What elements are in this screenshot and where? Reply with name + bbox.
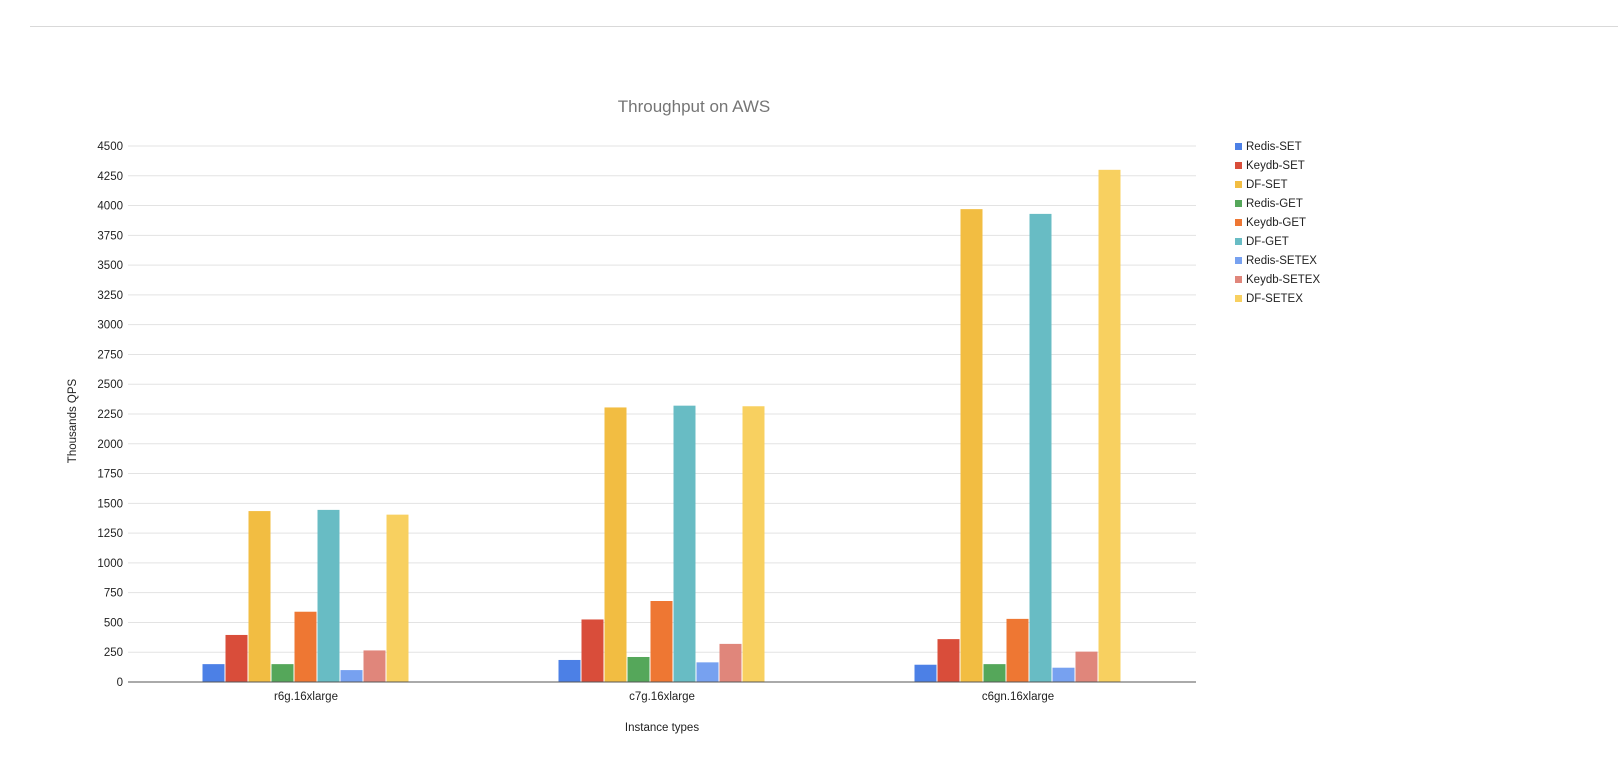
bar — [627, 656, 650, 682]
bar — [317, 509, 340, 682]
bar — [1075, 651, 1098, 682]
legend-swatch — [1235, 219, 1242, 226]
legend-item: Redis-SET — [1235, 141, 1302, 153]
bar — [673, 405, 696, 682]
legend-swatch — [1235, 162, 1242, 169]
y-tick-label: 3500 — [97, 260, 123, 272]
bar — [914, 664, 937, 682]
legend-swatch — [1235, 238, 1242, 245]
legend-swatch — [1235, 295, 1242, 302]
bar — [937, 639, 960, 682]
legend-swatch — [1235, 276, 1242, 283]
legend-item: DF-SET — [1235, 179, 1288, 191]
legend-item: Redis-SETEX — [1235, 255, 1317, 267]
bar — [1006, 618, 1029, 682]
bar — [604, 407, 627, 682]
bar — [248, 511, 271, 682]
y-axis-title: Thousands QPS — [67, 378, 79, 463]
y-tick-label: 1250 — [97, 528, 123, 540]
legend: Redis-SET Keydb-SET DF-SET Redis-GET Keydb-G… — [1235, 141, 1320, 305]
legend-label: Keydb-GET — [1246, 217, 1306, 229]
legend-swatch — [1235, 181, 1242, 188]
bar — [983, 664, 1006, 682]
y-tick-label: 500 — [104, 617, 123, 629]
legend-item: Keydb-GET — [1235, 217, 1306, 229]
page-divider — [30, 26, 1618, 27]
bar-group — [202, 509, 409, 682]
bar — [719, 643, 742, 682]
y-tick-label: 250 — [104, 647, 123, 659]
legend-label: DF-GET — [1246, 236, 1289, 248]
y-tick-label: 3750 — [97, 230, 123, 242]
y-tick-label: 4250 — [97, 171, 123, 183]
y-tick-label: 2000 — [97, 439, 123, 451]
bar — [202, 664, 225, 682]
x-category-label: r6g.16xlarge — [274, 691, 338, 703]
y-tick-label: 2500 — [97, 379, 123, 391]
bar — [558, 659, 581, 682]
bar-groups — [202, 169, 1121, 683]
legend-label: Redis-SET — [1246, 141, 1302, 153]
legend-label: Keydb-SETEX — [1246, 274, 1320, 286]
y-tick-label: 3250 — [97, 290, 123, 302]
bar — [1098, 169, 1121, 683]
bar — [650, 601, 673, 682]
x-axis-categories: r6g.16xlarge c7g.16xlarge c6gn.16xlarge — [274, 691, 1054, 703]
bar — [294, 611, 317, 682]
legend-label: Redis-SETEX — [1246, 255, 1317, 267]
bar — [271, 664, 294, 682]
legend-item: Keydb-SETEX — [1235, 274, 1320, 286]
y-tick-label: 1000 — [97, 558, 123, 570]
legend-item: DF-SETEX — [1235, 293, 1303, 305]
bar — [581, 619, 604, 682]
chart-title: Throughput on AWS — [618, 97, 770, 116]
bar-group — [558, 405, 765, 682]
legend-item: Keydb-SET — [1235, 160, 1305, 172]
bar — [960, 209, 983, 682]
legend-swatch — [1235, 200, 1242, 207]
y-tick-label: 4500 — [97, 141, 123, 153]
y-tick-label: 0 — [117, 677, 123, 689]
y-tick-label: 750 — [104, 588, 123, 600]
bar — [363, 650, 386, 682]
bar — [1052, 667, 1075, 682]
x-category-label: c7g.16xlarge — [629, 691, 695, 703]
legend-label: Redis-GET — [1246, 198, 1303, 210]
x-category-label: c6gn.16xlarge — [982, 691, 1054, 703]
bar — [386, 514, 409, 682]
bar — [696, 662, 719, 682]
y-tick-label: 2250 — [97, 409, 123, 421]
bar — [340, 670, 363, 682]
y-tick-label: 3000 — [97, 320, 123, 332]
legend-swatch — [1235, 257, 1242, 264]
gridlines — [128, 145, 1196, 653]
bar-group — [914, 169, 1121, 683]
x-axis-title: Instance types — [625, 722, 699, 734]
y-tick-label: 2750 — [97, 349, 123, 361]
y-tick-label: 4000 — [97, 201, 123, 213]
bar — [742, 406, 765, 682]
y-axis-ticks: 0 250 500 750 1000 1250 1500 1750 2000 2250 2500 27… — [97, 141, 123, 689]
legend-swatch — [1235, 143, 1242, 150]
legend-item: Redis-GET — [1235, 198, 1303, 210]
legend-label: Keydb-SET — [1246, 160, 1305, 172]
bar — [1029, 213, 1052, 683]
legend-label: DF-SETEX — [1246, 293, 1303, 305]
y-tick-label: 1750 — [97, 469, 123, 481]
y-tick-label: 1500 — [97, 498, 123, 510]
legend-item: DF-GET — [1235, 236, 1289, 248]
legend-label: DF-SET — [1246, 179, 1288, 191]
bar — [225, 634, 248, 682]
